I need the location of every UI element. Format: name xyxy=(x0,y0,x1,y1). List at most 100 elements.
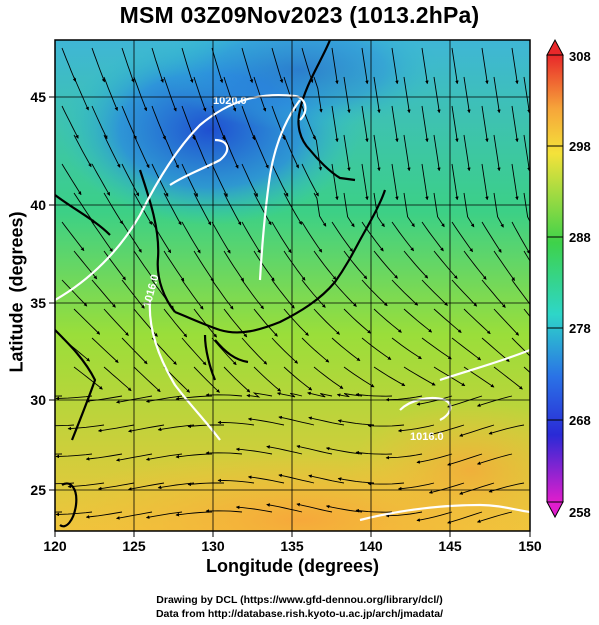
wind-streamline xyxy=(241,221,261,254)
wind-streamline xyxy=(313,134,323,171)
wind-streamline xyxy=(163,308,188,338)
wind-streamline xyxy=(361,279,388,307)
wind-streamline xyxy=(447,395,483,408)
wind-streamline xyxy=(428,482,465,494)
wind-streamline xyxy=(361,337,392,360)
wind-streamline xyxy=(301,221,323,253)
wind-streamline xyxy=(308,474,345,484)
y-tick-45: 45 xyxy=(30,89,46,105)
y-tick-30: 30 xyxy=(30,392,46,408)
y-axis-ticks: 25 30 35 40 45 xyxy=(30,89,55,498)
wind-streamline xyxy=(523,308,530,318)
colorbar-top-arrow xyxy=(546,38,564,56)
wind-streamline xyxy=(91,47,106,83)
wind-streamline xyxy=(91,163,111,196)
wind-streamline xyxy=(463,308,491,335)
wind-streamline xyxy=(428,424,465,436)
wind-streamline xyxy=(331,105,339,143)
wind-streamline xyxy=(128,482,165,491)
wind-streamline xyxy=(373,76,381,114)
wind-streamline xyxy=(391,105,399,143)
wind-streamline xyxy=(91,221,113,253)
wind-streamline xyxy=(193,76,207,112)
contour-label-1020: 1020.0 xyxy=(213,95,247,107)
wind-streamline xyxy=(133,250,155,282)
wind-streamline xyxy=(416,511,453,522)
wind-streamline xyxy=(421,279,448,306)
wind-streamline xyxy=(205,509,243,513)
wind-streamline xyxy=(361,105,369,143)
wind-streamline xyxy=(247,475,285,484)
wind-streamline xyxy=(85,453,123,461)
wind-streamline xyxy=(416,395,453,406)
wind-streamline xyxy=(403,134,411,172)
wind-streamline xyxy=(121,221,142,253)
wind-streamline xyxy=(241,337,268,365)
wind-streamline xyxy=(193,134,209,169)
wind-streamline xyxy=(308,416,345,426)
wind-streamline xyxy=(511,337,530,357)
wind-streamline xyxy=(433,250,458,279)
wind-streamline xyxy=(397,482,435,491)
wind-streamline xyxy=(211,105,226,141)
wind-streamline xyxy=(103,134,121,168)
y-axis-label: Latitude (degrees) xyxy=(6,211,27,373)
wind-streamline xyxy=(211,47,224,84)
wind-streamline xyxy=(331,279,357,307)
wind-streamline xyxy=(343,192,355,228)
wind-streamline xyxy=(181,279,204,310)
wind-streamline xyxy=(211,221,231,254)
wind-streamline xyxy=(163,250,185,282)
wind-streamline xyxy=(133,76,148,112)
y-tick-35: 35 xyxy=(30,295,46,311)
wind-streamline xyxy=(403,250,429,279)
wind-streamline xyxy=(391,47,399,85)
wind-streamline xyxy=(266,445,303,455)
wind-streamline xyxy=(343,366,375,388)
wind-streamline xyxy=(217,478,255,484)
wind-streamline xyxy=(253,76,267,112)
wind-streamline xyxy=(343,308,372,334)
wind-streamline xyxy=(403,366,436,386)
wind-streamline xyxy=(476,453,513,465)
wind-streamline xyxy=(55,395,93,401)
wind-streamline xyxy=(296,502,333,513)
wind-streamline xyxy=(193,366,220,393)
wind-streamline xyxy=(121,279,145,309)
wind-streamline xyxy=(73,308,101,335)
wind-streamline xyxy=(391,337,422,360)
x-tick-150: 150 xyxy=(518,538,542,554)
y-tick-25: 25 xyxy=(30,482,46,498)
x-tick-130: 130 xyxy=(201,538,225,554)
wind-streamline xyxy=(313,308,340,335)
wind-streamline xyxy=(493,192,504,228)
wind-streamline xyxy=(85,395,123,403)
wind-streamline xyxy=(523,250,530,262)
wind-streamline xyxy=(253,192,272,226)
wind-streamline xyxy=(278,473,315,484)
colorbar-tick-308: 308 xyxy=(569,49,591,64)
wind-streamline xyxy=(313,250,337,280)
wind-streamline xyxy=(385,511,423,518)
wind-streamline xyxy=(246,392,273,398)
colorbar-tick-258: 258 xyxy=(569,505,591,520)
wind-streamline xyxy=(73,134,92,168)
y-tick-40: 40 xyxy=(30,197,46,213)
wind-streamline xyxy=(523,192,530,229)
colorbar-tick-288: 288 xyxy=(569,230,591,245)
wind-streamline xyxy=(61,105,79,139)
wind-streamline xyxy=(391,163,399,201)
wind-streamline xyxy=(253,134,269,169)
wind-streamline xyxy=(301,337,330,363)
wind-streamline xyxy=(493,308,520,336)
wind-streamline xyxy=(67,482,105,489)
wind-streamline xyxy=(397,424,435,433)
wind-streamline xyxy=(523,134,530,172)
wind-streamline xyxy=(181,337,207,366)
wind-streamline xyxy=(271,337,299,364)
colorbar-tick-268: 268 xyxy=(569,413,591,428)
wind-streamline xyxy=(253,250,275,282)
wind-streamline xyxy=(488,424,525,435)
wind-streamline xyxy=(451,221,473,253)
